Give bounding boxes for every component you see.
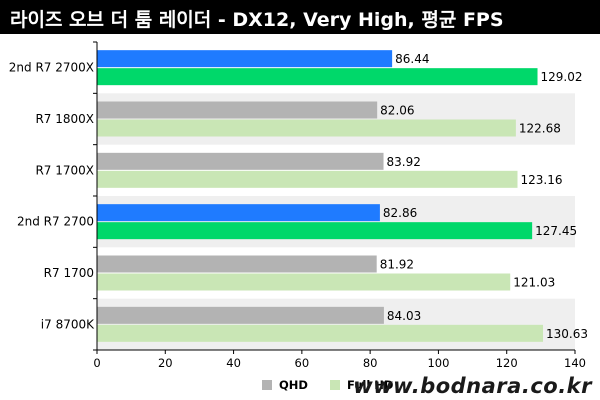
band-i7-8700k <box>97 298 575 350</box>
band-r7-1800x <box>97 93 575 145</box>
band-2nd-r7-2700 <box>97 196 575 248</box>
category-label-r7-1700x: R7 1700X <box>35 163 94 177</box>
value-label-fullhd-r7-1800x: 122.68 <box>519 122 561 136</box>
value-label-qhd-r7-1800x: 82.06 <box>380 104 414 118</box>
value-label-fullhd-r7-1700x: 123.16 <box>521 173 563 187</box>
category-label-2nd-r7-2700x: 2nd R7 2700X <box>9 61 94 75</box>
x-tick-label-140: 140 <box>564 356 586 370</box>
bar-fullhd-r7-1700 <box>97 273 511 291</box>
x-tick-label-0: 0 <box>93 356 100 370</box>
bar-fullhd-2nd-r7-2700x <box>97 68 538 86</box>
legend-item-fullhd: Full HD <box>329 378 394 392</box>
bar-qhd-i7-8700k <box>97 306 384 324</box>
chart-title: 라이즈 오브 더 툼 레이더 - DX12, Very High, 평균 FPS <box>10 9 504 31</box>
value-label-fullhd-r7-1700: 121.03 <box>513 276 555 290</box>
watermark-text: www.bodnara.co.kr <box>353 374 592 398</box>
x-tick-label-40: 40 <box>226 356 241 370</box>
value-label-qhd-i7-8700k: 84.03 <box>387 309 421 323</box>
category-label-r7-1800x: R7 1800X <box>35 112 94 126</box>
x-tick-label-20: 20 <box>158 356 173 370</box>
value-label-fullhd-2nd-r7-2700x: 129.02 <box>541 70 583 84</box>
bar-fullhd-r7-1700x <box>97 170 518 188</box>
value-label-qhd-2nd-r7-2700x: 86.44 <box>395 52 429 66</box>
value-label-qhd-r7-1700: 81.92 <box>380 258 414 272</box>
category-label-2nd-r7-2700: 2nd R7 2700 <box>17 215 94 229</box>
bar-qhd-2nd-r7-2700 <box>97 204 380 222</box>
value-label-fullhd-i7-8700k: 130.63 <box>546 327 588 341</box>
value-label-fullhd-2nd-r7-2700: 127.45 <box>535 224 577 238</box>
category-label-r7-1700: R7 1700 <box>44 266 94 280</box>
bar-fullhd-r7-1800x <box>97 119 516 137</box>
legend-label-qhd: QHD <box>279 378 308 392</box>
bar-fullhd-i7-8700k <box>97 324 544 342</box>
value-label-qhd-r7-1700x: 83.92 <box>387 155 421 169</box>
value-label-qhd-2nd-r7-2700: 82.86 <box>383 206 417 220</box>
legend-swatch-qhd <box>262 380 272 390</box>
legend-swatch-fullhd <box>329 380 340 390</box>
legend-label-fullhd: Full HD <box>346 378 394 392</box>
x-tick-label-100: 100 <box>427 356 449 370</box>
category-label-i7-8700k: i7 8700K <box>41 317 95 331</box>
bar-fullhd-2nd-r7-2700 <box>97 222 533 240</box>
x-tick-label-120: 120 <box>496 356 518 370</box>
bar-qhd-2nd-r7-2700x <box>97 50 393 68</box>
legend: QHD Full HD <box>262 378 415 392</box>
title-bar: 라이즈 오브 더 툼 레이더 - DX12, Very High, 평균 FPS <box>0 0 600 34</box>
bar-qhd-r7-1700x <box>97 152 384 170</box>
x-tick-label-80: 80 <box>363 356 378 370</box>
bar-qhd-r7-1800x <box>97 101 378 119</box>
bar-qhd-r7-1700 <box>97 255 377 273</box>
legend-item-qhd: QHD <box>262 378 308 392</box>
x-tick-label-60: 60 <box>295 356 310 370</box>
